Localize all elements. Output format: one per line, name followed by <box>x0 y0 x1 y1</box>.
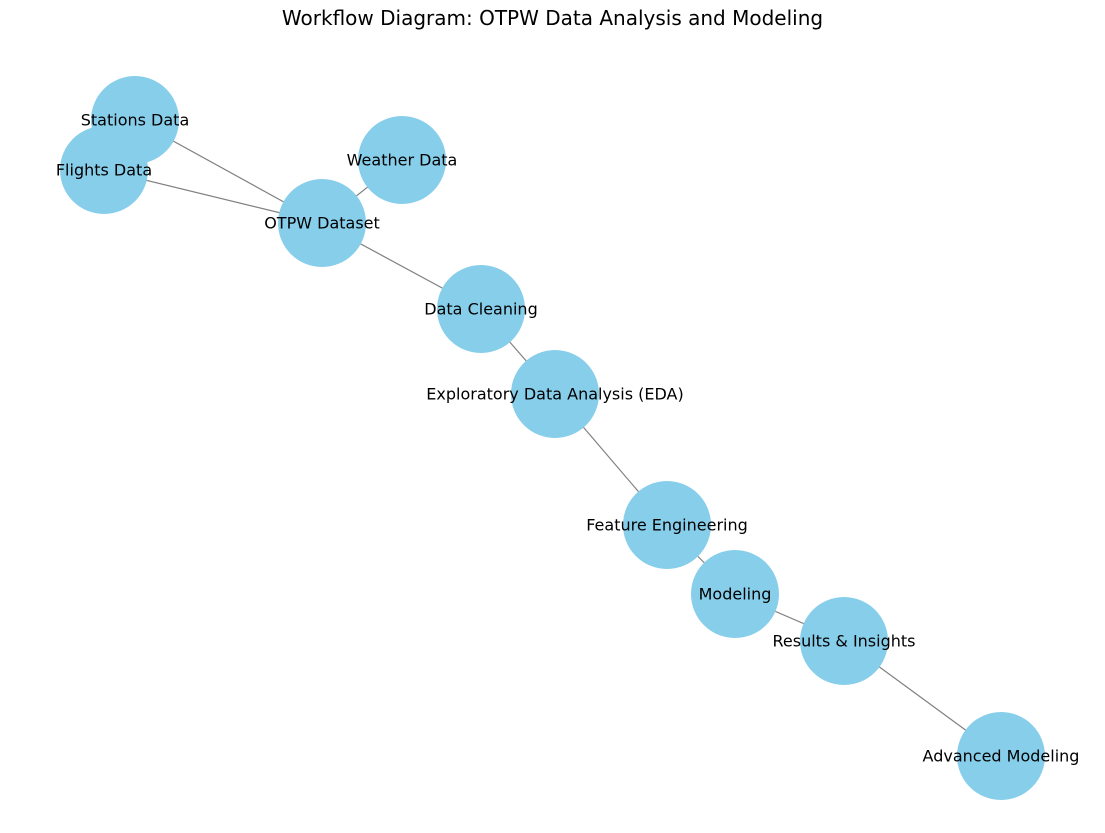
node-label-stations: Stations Data <box>81 111 190 130</box>
node-label-flights: Flights Data <box>56 161 152 180</box>
node-label-advanced: Advanced Modeling <box>923 747 1080 766</box>
node-otpw <box>278 179 366 267</box>
node-label-cleaning: Data Cleaning <box>424 300 537 319</box>
node-label-results: Results & Insights <box>773 632 916 651</box>
node-weather <box>358 116 446 204</box>
node-cleaning <box>437 265 525 353</box>
diagram-title: Workflow Diagram: OTPW Data Analysis and… <box>281 6 824 30</box>
node-label-features: Feature Engineering <box>586 516 748 535</box>
node-advanced <box>957 712 1045 800</box>
node-label-modeling: Modeling <box>699 585 772 604</box>
node-results <box>800 597 888 685</box>
node-eda <box>511 350 599 438</box>
nodes-layer <box>60 76 1045 800</box>
labels-layer: Flights Data Weather Data Stations Data OTP… <box>56 111 1080 766</box>
node-features <box>623 481 711 569</box>
node-stations <box>91 76 179 164</box>
node-modeling <box>691 550 779 638</box>
node-label-weather: Weather Data <box>347 151 458 170</box>
node-label-otpw: OTPW Dataset <box>264 214 380 233</box>
node-label-eda: Exploratory Data Analysis (EDA) <box>426 385 683 404</box>
